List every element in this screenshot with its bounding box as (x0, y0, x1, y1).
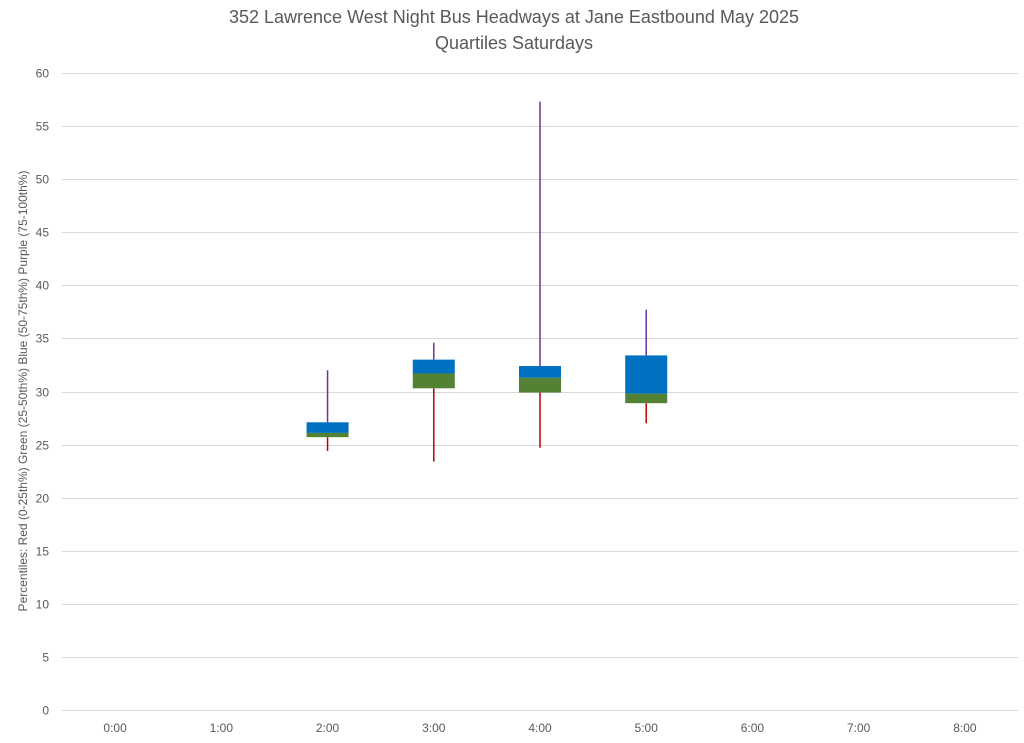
box-group (306, 370, 349, 451)
upper-box (625, 355, 668, 394)
y-tick-label: 45 (36, 226, 50, 240)
x-tick-labels: 0:00 1:00 2:00 3:00 4:00 5:00 6:00 7:00 8:00 (103, 721, 976, 735)
y-tick-label: 20 (36, 492, 50, 506)
y-tick-label: 0 (42, 704, 49, 718)
upper-box (519, 366, 561, 378)
y-tick-label: 15 (36, 545, 50, 559)
box-group (625, 309, 668, 424)
y-tick-label: 25 (36, 439, 50, 453)
y-tick-label: 10 (36, 598, 50, 612)
upper-box (412, 359, 455, 374)
y-tick-label: 30 (36, 386, 50, 400)
lower-box (306, 432, 349, 438)
box-group (412, 342, 455, 462)
y-tick-label: 50 (36, 173, 50, 187)
y-tick-label: 55 (36, 120, 50, 134)
y-tick-label: 35 (36, 332, 50, 346)
lower-box (412, 373, 455, 389)
y-tick-label: 40 (36, 279, 50, 293)
x-tick-label: 8:00 (953, 721, 977, 735)
x-tick-label: 3:00 (422, 721, 446, 735)
x-tick-label: 6:00 (741, 721, 765, 735)
x-tick-label: 0:00 (103, 721, 127, 735)
y-tick-label: 60 (36, 67, 50, 81)
chart-subtitle: Quartiles Saturdays (435, 33, 593, 53)
y-axis-title: Percentiles: Red (0-25th%) Green (25-50t… (16, 171, 30, 612)
y-tick-labels: 0 5 10 15 20 25 30 35 40 45 50 55 60 (36, 67, 50, 718)
x-tick-label: 1:00 (210, 721, 234, 735)
y-tick-label: 5 (42, 651, 49, 665)
x-tick-label: 5:00 (635, 721, 659, 735)
upper-box (306, 422, 349, 433)
box-series (306, 101, 668, 462)
box-group (519, 101, 561, 448)
x-tick-label: 2:00 (316, 721, 340, 735)
x-tick-label: 4:00 (528, 721, 552, 735)
lower-box (519, 377, 561, 393)
x-tick-label: 7:00 (847, 721, 871, 735)
chart-title: 352 Lawrence West Night Bus Headways at … (229, 7, 799, 27)
lower-box (625, 393, 668, 404)
